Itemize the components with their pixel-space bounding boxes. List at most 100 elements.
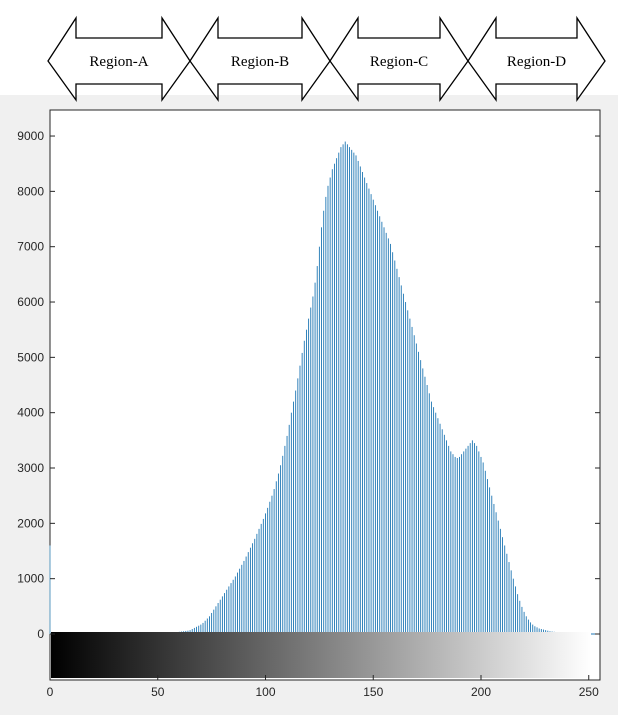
histogram-bar: [377, 210, 379, 635]
histogram-bar: [396, 268, 398, 634]
histogram-bar: [525, 616, 527, 634]
histogram-bar: [493, 503, 495, 634]
histogram-bar: [329, 177, 331, 634]
histogram-bar: [193, 627, 195, 634]
histogram-bar: [383, 227, 385, 634]
histogram-bar: [508, 562, 510, 634]
histogram-bar: [325, 196, 327, 634]
histogram-bar: [310, 307, 312, 634]
histogram-bar: [435, 412, 437, 634]
grayscale-colorbar: [51, 632, 591, 678]
region-label-c: Region-C: [370, 54, 428, 70]
histogram-bar: [517, 594, 519, 634]
y-tick-label: 4000: [17, 406, 44, 420]
histogram-bar: [286, 435, 288, 634]
histogram-bar: [540, 629, 542, 634]
histogram-bar: [543, 629, 544, 634]
x-tick-label: 0: [47, 685, 54, 699]
histogram-bar: [430, 401, 432, 634]
histogram-bar: [271, 495, 273, 634]
histogram-bar: [512, 578, 514, 634]
histogram-bar: [379, 216, 381, 634]
histogram-bar: [267, 507, 269, 634]
histogram-bar: [415, 343, 417, 634]
histogram-bar: [243, 560, 245, 634]
region-label-b: Region-B: [231, 54, 289, 70]
histogram-bar: [336, 158, 338, 634]
histogram-bar: [327, 185, 329, 634]
histogram-bar: [471, 440, 473, 634]
histogram-bar: [504, 545, 506, 634]
histogram-bar: [364, 177, 366, 634]
histogram-bar: [290, 412, 292, 634]
histogram-bar: [478, 451, 480, 634]
histogram-bar: [215, 606, 217, 634]
histogram-bar: [368, 188, 370, 634]
histogram-bar: [49, 545, 51, 634]
x-tick-label: 100: [255, 685, 275, 699]
histogram-bar: [362, 171, 363, 635]
histogram-bar: [284, 445, 286, 634]
histogram-bar: [502, 537, 503, 634]
histogram-bar: [211, 612, 213, 634]
histogram-bar: [239, 568, 241, 634]
histogram-bar: [234, 576, 236, 634]
histogram-bar: [351, 149, 353, 635]
histogram-bar: [499, 528, 501, 634]
histogram-bar: [381, 221, 383, 635]
histogram-bar: [392, 252, 394, 634]
histogram-bar: [489, 487, 491, 634]
histogram-bar: [198, 625, 200, 634]
histogram-bar: [312, 296, 314, 634]
histogram-bar: [515, 586, 516, 634]
histogram-bar: [372, 199, 374, 634]
histogram-bar: [346, 144, 348, 634]
histogram-bar: [370, 194, 372, 634]
histogram-bar: [237, 572, 238, 634]
histogram-bar: [217, 603, 219, 634]
y-tick-label: 5000: [17, 350, 44, 364]
histogram-bar: [413, 335, 415, 634]
histogram-bar: [219, 599, 221, 634]
histogram-bar: [366, 183, 368, 634]
histogram-bar: [258, 528, 260, 634]
x-axis: 0 50 100 150 200 250: [47, 675, 599, 699]
histogram-bar: [521, 606, 523, 634]
histogram-bar: [411, 326, 413, 634]
histogram-bar: [437, 418, 439, 634]
histogram-bar: [316, 266, 318, 634]
histogram-bar: [299, 365, 301, 634]
histogram-bars: [49, 141, 600, 635]
histogram-bar: [357, 160, 359, 634]
histogram-bar: [439, 423, 441, 634]
histogram-bar: [228, 586, 230, 634]
histogram-bar: [196, 626, 197, 634]
histogram-bar: [213, 609, 215, 634]
histogram-bar: [359, 166, 361, 634]
y-tick-label: 0: [37, 627, 44, 641]
histogram-bar: [469, 443, 471, 634]
histogram-bar: [206, 618, 208, 634]
y-tick-label: 9000: [17, 129, 44, 143]
histogram-bar: [495, 512, 497, 634]
histogram-bar: [387, 238, 389, 634]
histogram-bar: [318, 246, 320, 634]
y-tick-label: 3000: [17, 461, 44, 475]
histogram-bar: [482, 462, 484, 634]
histogram-bar: [306, 329, 307, 634]
histogram-bar: [200, 624, 202, 634]
histogram-bar: [465, 448, 467, 634]
histogram-bar: [256, 533, 258, 634]
histogram-bar: [374, 205, 376, 634]
histogram-bar: [446, 440, 447, 634]
histogram-bar: [265, 513, 266, 634]
histogram-bar: [497, 520, 499, 634]
histogram-bar: [269, 501, 271, 634]
histogram-bar: [459, 456, 460, 634]
histogram-bar: [463, 451, 465, 634]
histogram-bar: [409, 318, 411, 634]
histogram-bar: [280, 465, 282, 634]
histogram-bar: [342, 144, 344, 634]
histogram-bar: [402, 293, 404, 634]
histogram-bar: [241, 564, 243, 634]
